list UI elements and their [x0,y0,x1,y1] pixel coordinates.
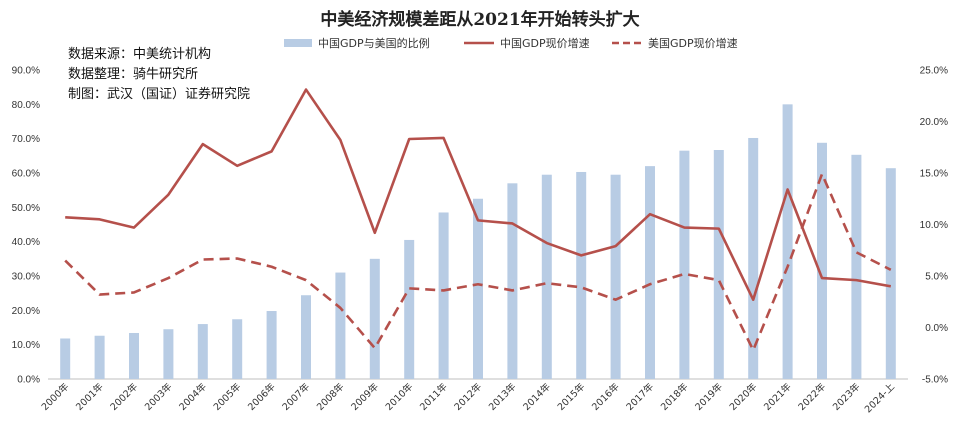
y-right-tick-label: -5.0% [922,375,948,386]
ratio-bar [507,183,518,379]
ratio-bar [576,171,587,379]
x-tick-label: 2004年 [177,380,210,413]
ratio-bar [748,137,759,379]
x-tick-label: 2015年 [555,380,588,413]
y-left-tick-label: 60.0% [12,169,40,180]
ratio-bar [885,168,896,379]
ratio-bar [851,154,862,379]
x-tick-label: 2024-上 [863,381,897,415]
ratio-bar [679,150,690,379]
ratio-bar [610,174,621,379]
ratio-bar [782,104,793,379]
ratio-bar [266,311,277,379]
y-right-tick-label: 10.0% [920,220,948,231]
y-left-tick-label: 90.0% [12,66,40,77]
ratio-bar [335,272,346,379]
x-tick-label: 2020年 [727,380,760,413]
ratio-bar [541,174,552,379]
x-tick-label: 2012年 [452,380,485,413]
data-source-note: 数据来源：中美统计机构 [68,47,211,62]
y-left-tick-label: 10.0% [12,340,40,351]
x-tick-label: 2007年 [280,380,313,413]
x-tick-label: 2010年 [383,380,416,413]
ratio-bar [197,324,208,379]
legend-swatch-ratio [284,39,312,47]
ratio-bars [60,104,896,379]
y-left-tick-label: 40.0% [12,237,40,248]
legend-label-us-growth: 美国GDP现价增速 [648,36,738,50]
ratio-bar [232,319,243,379]
chart-title: 中美经济规模差距从2021年开始转头扩大 [320,9,639,30]
x-tick-label: 2011年 [417,380,450,413]
china-growth-line [65,88,892,301]
x-tick-label: 2016年 [589,380,622,413]
us-growth-line [64,172,892,352]
ratio-bar [163,329,174,379]
x-tick-label: 2017年 [624,380,657,413]
y-right-tick-label: 20.0% [920,117,948,128]
x-tick-label: 2021年 [761,380,794,413]
ratio-bar [404,239,415,379]
y-left-tick-label: 70.0% [12,134,40,145]
ratio-bar [713,149,724,379]
y-left-tick-label: 0.0% [17,375,40,386]
ratio-bar [817,142,827,379]
y-right-tick-label: 0.0% [925,323,948,334]
ratio-bar [645,166,655,379]
x-tick-label: 2022年 [796,380,829,413]
growth-lines [64,88,892,352]
legend: 中国GDP与美国的比例 中国GDP现价增速 美国GDP现价增速 [284,36,738,50]
ratio-bar [129,332,139,379]
x-tick-label: 2013年 [486,380,519,413]
y-left-tick-label: 80.0% [12,100,40,111]
data-compiler-note: 数据整理：骑牛研究所 [68,67,198,82]
x-tick-label: 2000年 [39,380,72,413]
ratio-bar [60,338,71,379]
y-left-tick-label: 20.0% [12,306,40,317]
ratio-bar [94,335,105,379]
x-tick-label: 2008年 [314,380,347,413]
legend-label-ratio: 中国GDP与美国的比例 [318,36,430,50]
y-right-tick-label: 25.0% [920,66,948,77]
ratio-bar [473,198,483,379]
x-tick-label: 2014年 [521,380,554,413]
ratio-bar [301,295,311,379]
x-tick-label: 2005年 [211,380,244,413]
chart-maker-note: 制图：武汉（国证）证券研究院 [68,86,250,102]
x-tick-label: 2018年 [658,380,691,413]
y-left-tick-label: 30.0% [12,272,40,283]
y-right-tick-label: 15.0% [920,169,948,180]
ratio-bar [438,212,449,379]
ratio-bar [369,258,380,379]
x-tick-label: 2006年 [245,380,278,413]
x-tick-label: 2019年 [693,380,726,413]
x-tick-label: 2009年 [349,380,382,413]
y-left-tick-label: 50.0% [12,203,40,214]
legend-label-china-growth: 中国GDP现价增速 [500,36,590,50]
x-tick-label: 2003年 [142,380,175,413]
x-tick-label: 2001年 [73,380,106,413]
x-tick-label: 2023年 [830,380,863,413]
y-right-tick-label: 5.0% [925,272,948,283]
x-tick-label: 2002年 [108,380,141,413]
